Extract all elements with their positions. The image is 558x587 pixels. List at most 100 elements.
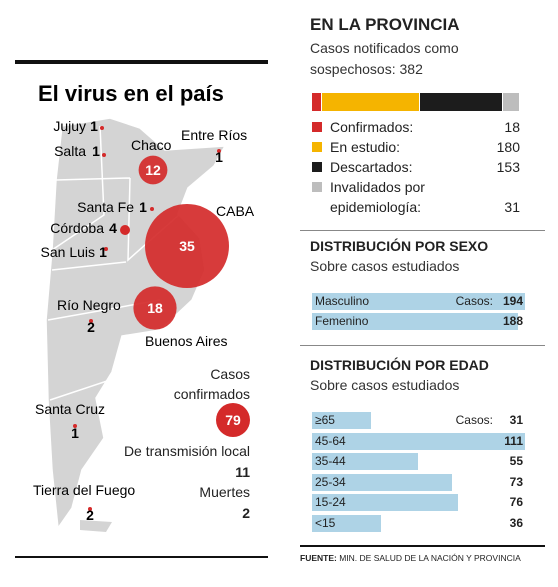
region-label: Salta (54, 143, 86, 159)
cases-label: Casos: (455, 294, 493, 308)
bar (312, 432, 525, 450)
case-count: 4 (109, 220, 117, 236)
bar-value: 194 (502, 294, 523, 308)
stack-segment (321, 93, 419, 111)
bar-value: 73 (509, 474, 523, 489)
region-label: Buenos Aires (145, 333, 228, 349)
case-count: 2 (87, 319, 95, 335)
case-dot (102, 153, 106, 157)
bar-row: 35-44 55 (312, 453, 525, 470)
province-borders (47, 125, 181, 401)
case-count: 1 (90, 118, 98, 134)
bar (312, 514, 382, 532)
bar-value: 111 (504, 433, 523, 448)
source: MIN. DE SALUD DE LA NACIÓN Y PROVINCIA (339, 553, 521, 563)
bar-value: 36 (509, 515, 523, 530)
case-count: 2 (86, 507, 94, 523)
case-count: 1 (99, 244, 107, 260)
bar (312, 293, 525, 310)
legend-row: Descartados: 153 (312, 157, 520, 177)
sex-subtitle: Sobre casos estudiados (310, 258, 460, 274)
case-count: 18 (147, 300, 163, 316)
bar-row: 15-24 76 (312, 494, 525, 511)
case-count: 1 (71, 425, 79, 441)
region-label: Santa Cruz (35, 401, 105, 417)
bar-label: Femenino (315, 314, 369, 328)
legend-label: Descartados: (330, 159, 413, 175)
case-dot (73, 424, 77, 428)
region-label: Entre Ríos (181, 127, 247, 143)
cases-label: Casos: (455, 413, 493, 427)
bar-label: 45-64 (315, 433, 346, 448)
stack-segment (419, 93, 503, 111)
case-dot (104, 247, 108, 251)
legend-deaths-label: Muertes (199, 484, 250, 500)
legend-value: 153 (496, 159, 520, 175)
bar-label: 25-34 (315, 474, 346, 489)
bar (312, 494, 458, 511)
case-bubble (133, 286, 177, 330)
legend-confirmed-label: Casos confirmados (173, 366, 250, 402)
bar-label: <15 (315, 515, 336, 530)
case-dot (88, 507, 92, 511)
rule (300, 230, 545, 231)
bar-row: Masculino Casos: 194 (312, 293, 525, 310)
bar (312, 313, 519, 330)
province-subtitle: Casos notificados como sospechosos: 382 (310, 40, 459, 77)
bar-row: 45-64 111 (312, 432, 525, 450)
stacked-bar (312, 93, 520, 111)
island-shape (80, 520, 112, 532)
legend-swatch (312, 122, 322, 132)
region-label: Río Negro (57, 297, 121, 313)
age-subtitle: Sobre casos estudiados (310, 377, 460, 393)
bar (312, 473, 453, 491)
bar-label: Masculino (315, 294, 370, 308)
case-dot (217, 149, 221, 153)
case-dot (89, 319, 93, 323)
case-count: 12 (145, 162, 161, 178)
rule (300, 545, 545, 547)
legend-label: Confirmados: (330, 119, 414, 135)
bar-row: 25-34 73 (312, 473, 525, 491)
legend-row: Invalidados por epidemiología: 31 (312, 177, 520, 217)
legend-confirmed-value: 79 (225, 412, 241, 428)
bar-row: Femenino 188 (312, 313, 525, 330)
case-dot (150, 207, 154, 211)
region-label: Santa Fe (77, 199, 134, 215)
legend-local-label: De transmisión local (123, 443, 250, 459)
age-title: DISTRIBUCIÓN POR EDAD (310, 357, 489, 373)
case-count: 1 (139, 199, 147, 215)
top-rule (15, 60, 268, 64)
bar-value: 188 (502, 314, 523, 328)
bar (312, 412, 372, 429)
bar-row: ≥65 Casos: 31 (312, 412, 525, 429)
case-dot (100, 126, 104, 130)
legend-swatch (312, 162, 322, 172)
region-label: Jujuy (53, 118, 86, 134)
map-title: El virus en el país (38, 81, 224, 106)
region-label: Chaco (131, 137, 172, 153)
legend-value: 31 (504, 199, 520, 215)
bar-label: ≥65 (315, 413, 335, 427)
stack-segment (312, 93, 321, 111)
legend-deaths-value: 2 (242, 505, 250, 521)
case-count: 1 (215, 149, 223, 165)
legend-row: En estudio: 180 (312, 137, 520, 157)
rule (300, 345, 545, 346)
legend-swatch (312, 142, 322, 152)
region-label: CABA (216, 203, 255, 219)
sex-title: DISTRIBUCIÓN POR SEXO (310, 238, 489, 254)
bar-row: <15 36 (312, 514, 525, 532)
legend-row: Confirmados: 18 (312, 117, 520, 137)
bottom-rule (15, 556, 268, 558)
legend-bubble (216, 403, 250, 437)
bar-label: 15-24 (315, 495, 346, 509)
legend-swatch (312, 182, 322, 192)
region-label: Tierra del Fuego (33, 482, 135, 498)
stack-segment (503, 93, 519, 111)
case-count: 1 (92, 143, 100, 159)
source-label: FUENTE: (300, 553, 337, 563)
bar-value: 31 (509, 413, 523, 427)
bar-label: 35-44 (315, 454, 346, 468)
